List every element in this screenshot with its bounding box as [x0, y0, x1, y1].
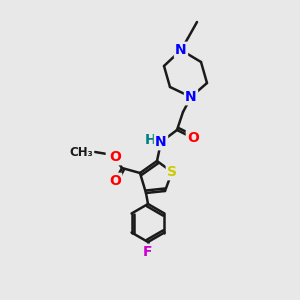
Text: S: S [167, 165, 177, 179]
Text: O: O [109, 150, 121, 164]
Text: O: O [107, 148, 119, 162]
Text: N: N [175, 43, 187, 57]
Text: O: O [187, 131, 199, 145]
Text: CH₃: CH₃ [69, 146, 93, 158]
Text: N: N [185, 90, 197, 104]
Text: O: O [109, 174, 121, 188]
Text: H: H [145, 133, 157, 147]
Text: N: N [155, 135, 167, 149]
Text: F: F [143, 245, 153, 259]
